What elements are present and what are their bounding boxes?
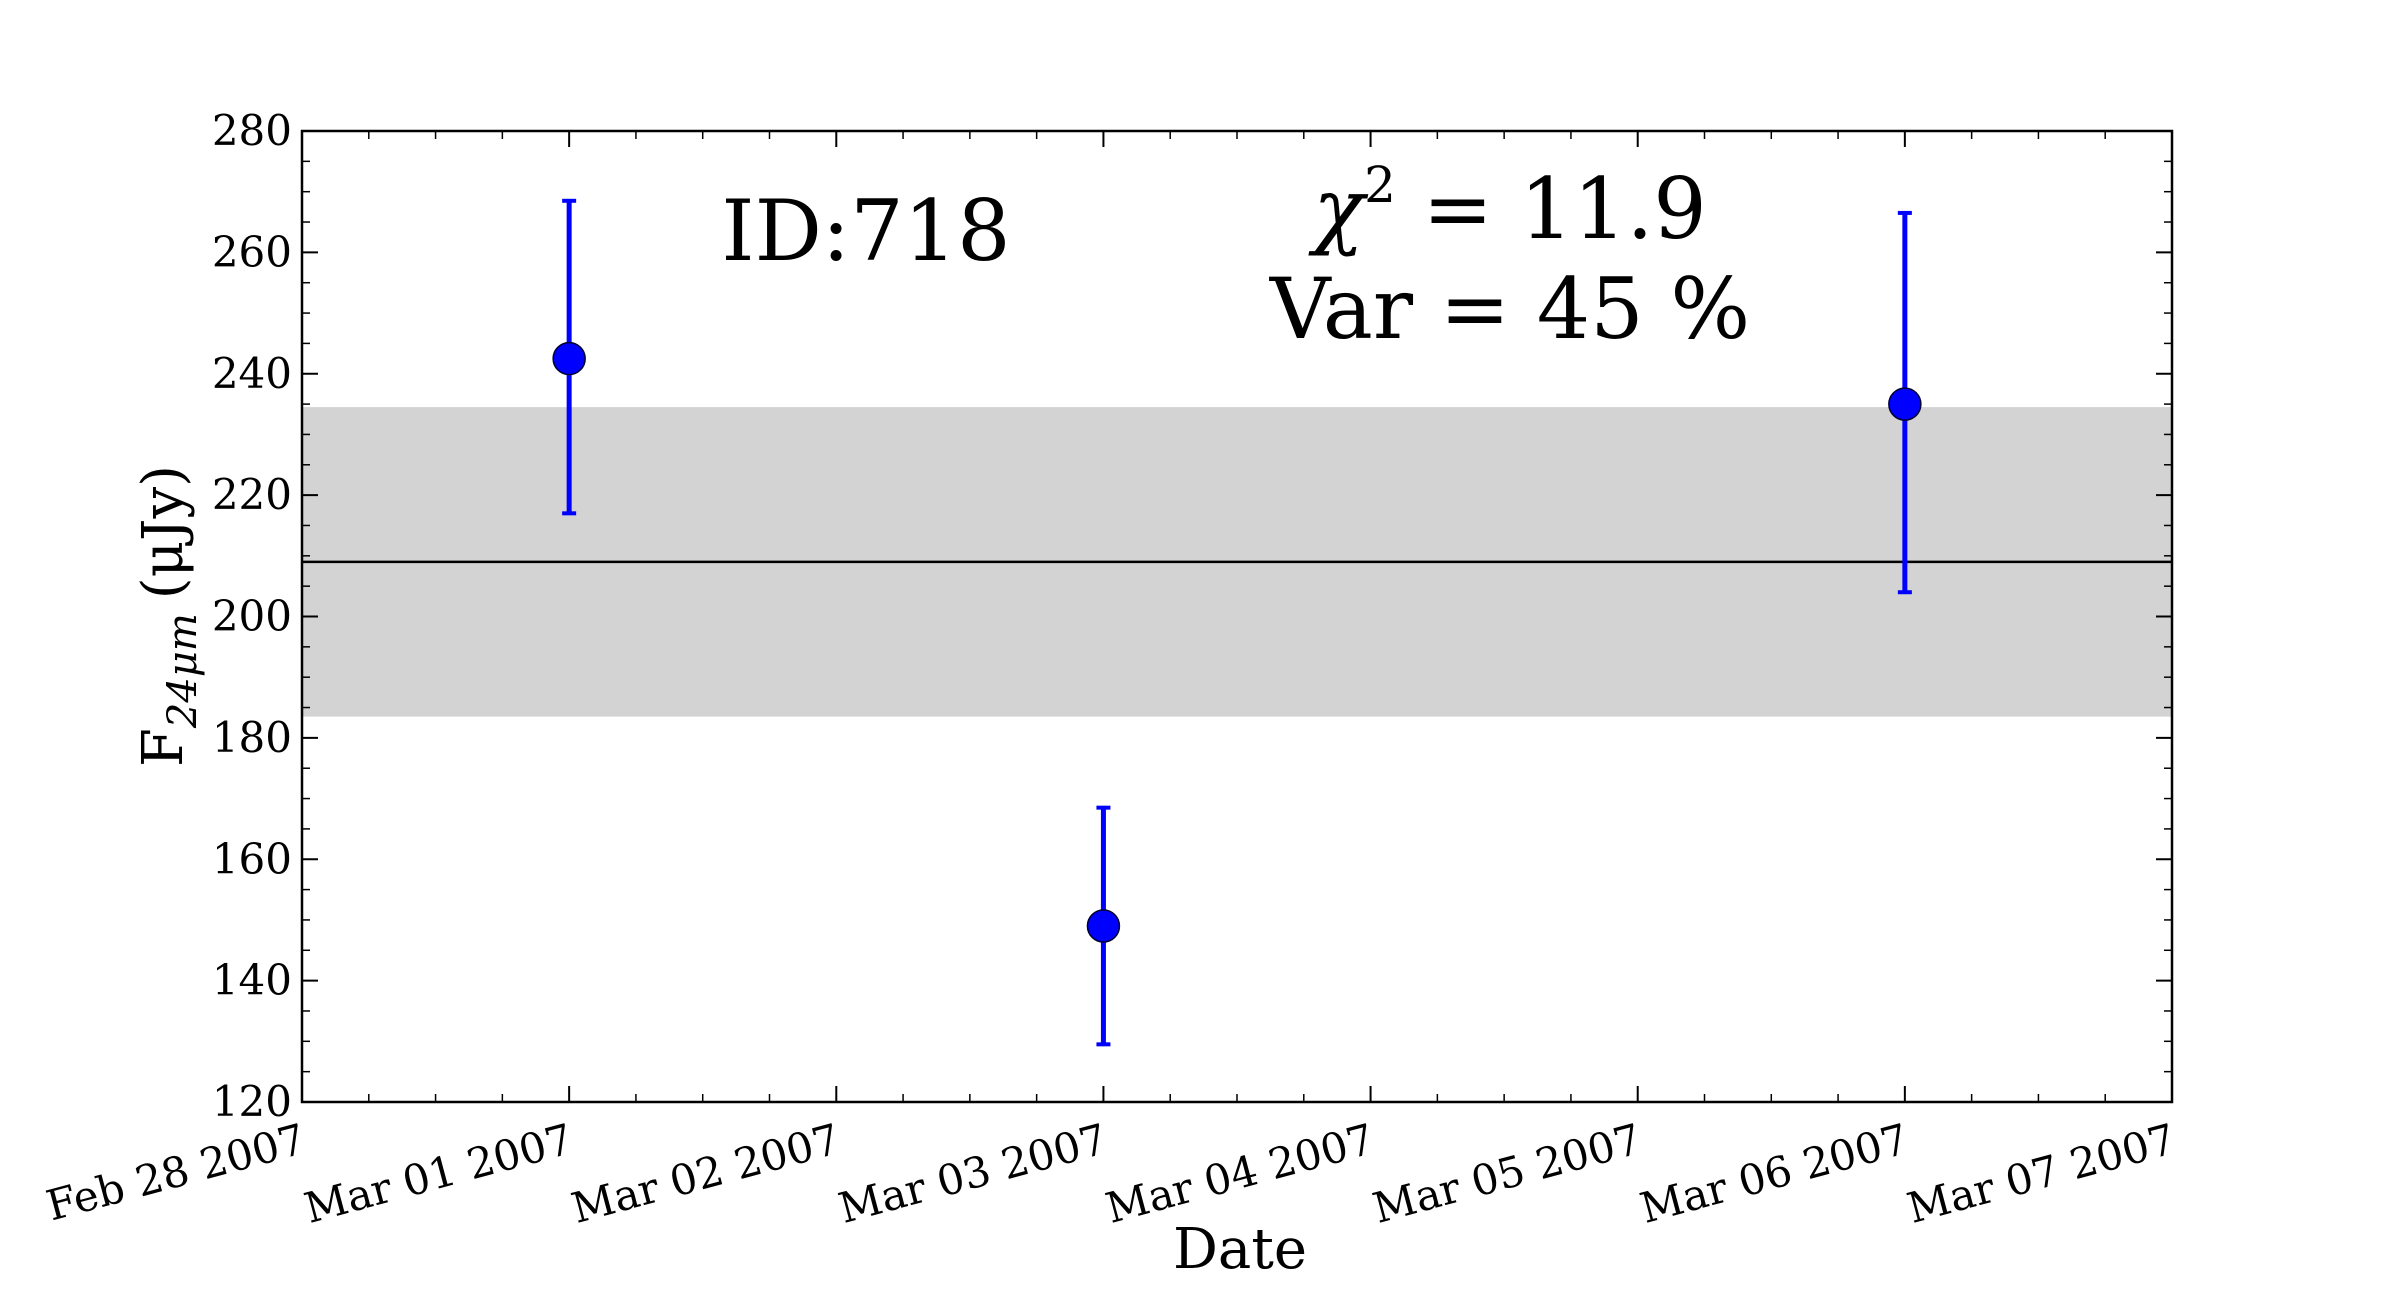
id-annotation: ID:718	[721, 182, 1010, 280]
y-tick-label: 180	[212, 713, 292, 762]
chi2-exponent: 2	[1364, 156, 1396, 214]
minor-ticks	[302, 131, 2172, 1102]
x-tick-label: Mar 01 2007	[299, 1114, 577, 1233]
data-point	[552, 341, 586, 376]
data-point	[1888, 387, 1922, 421]
var-annotation: Var = 45 %	[1269, 260, 1750, 358]
data-points	[552, 198, 1922, 1047]
x-tick-label: Mar 06 2007	[1635, 1114, 1913, 1233]
x-tick-label: Feb 28 2007	[41, 1114, 310, 1230]
y-tick-label: 280	[212, 106, 292, 155]
y-axis-label-main: F	[131, 728, 196, 767]
y-tick-label: 140	[212, 956, 292, 1005]
y-axis-label: F24μm (μJy)	[131, 465, 206, 767]
x-tick-label: Mar 04 2007	[1101, 1114, 1379, 1233]
x-tick-label: Mar 05 2007	[1368, 1114, 1646, 1233]
x-tick-label: Mar 03 2007	[834, 1114, 1112, 1233]
chi2-value: = 11.9	[1396, 160, 1707, 258]
y-ticks: 120 140 160 180 200 220 240 260 280	[212, 106, 2172, 1126]
x-axis-label: Date	[1173, 1217, 1307, 1282]
y-tick-label: 240	[212, 349, 292, 398]
y-axis-label-unit: (μJy)	[131, 465, 196, 599]
plot-frame	[300, 129, 2174, 1104]
y-tick-label: 200	[212, 592, 292, 641]
data-point	[1086, 909, 1121, 943]
y-axis-label-subscript: 24μm	[160, 613, 206, 729]
y-tick-label: 160	[212, 834, 292, 883]
y-tick-label: 120	[212, 1077, 292, 1126]
y-tick-label: 220	[212, 470, 292, 519]
chi2-symbol: χ	[1308, 160, 1369, 258]
x-tick-label: Mar 02 2007	[566, 1114, 844, 1233]
x-tick-label: Mar 07 2007	[1902, 1114, 2180, 1233]
chi2-annotation: χ2 = 11.9	[1308, 156, 1707, 258]
y-tick-label: 260	[212, 227, 292, 276]
